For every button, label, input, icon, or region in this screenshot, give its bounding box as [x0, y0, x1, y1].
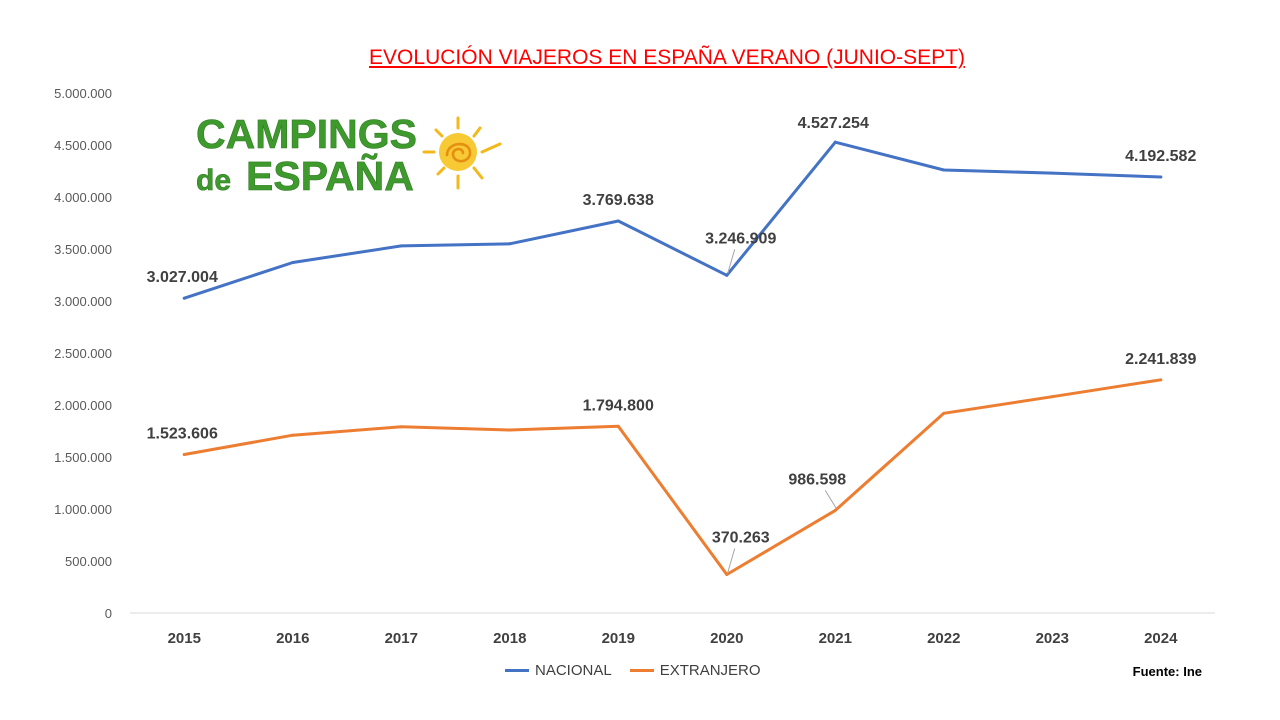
data-label-layer: 3.027.004 3.769.638 3.246.909 4.527.254 4.19…	[147, 115, 1196, 573]
data-point-nacional	[725, 273, 729, 277]
data-point-extranjero	[616, 424, 620, 428]
source-note: Fuente: Ine	[1132, 664, 1202, 679]
y-tick-label: 3.500.000	[54, 242, 112, 257]
x-tick-label: 2015	[168, 630, 201, 647]
data-label-extranjero: 986.598	[788, 471, 846, 488]
x-tick-label: 2023	[1036, 630, 1069, 647]
data-point-extranjero	[833, 508, 837, 512]
chart-title: EVOLUCIÓN VIAJEROS EN ESPAÑA VERANO (JUN…	[369, 46, 965, 69]
data-label-nacional: 3.027.004	[147, 269, 218, 286]
data-label-nacional: 3.246.909	[705, 230, 776, 247]
campings-de-espana-logo: CAMPINGS de ESPAÑA	[196, 111, 502, 199]
data-point-nacional	[291, 261, 295, 265]
legend-swatch-extranjero	[629, 669, 654, 672]
data-label-nacional: 3.769.638	[583, 192, 654, 209]
sun-icon	[422, 116, 502, 190]
data-point-nacional	[182, 296, 186, 300]
data-point-extranjero	[725, 572, 729, 576]
data-point-nacional	[508, 242, 512, 246]
data-label-nacional: 4.527.254	[798, 115, 869, 132]
series-layer	[182, 140, 1163, 576]
data-point-extranjero	[942, 411, 946, 415]
x-tick-label: 2020	[710, 630, 743, 647]
data-point-nacional	[942, 168, 946, 172]
data-point-extranjero	[1050, 395, 1054, 399]
logo-text-line2-espana: ESPAÑA	[246, 153, 414, 199]
y-tick-label: 3.000.000	[54, 294, 112, 309]
data-point-nacional	[616, 219, 620, 223]
data-label-extranjero: 370.263	[712, 529, 770, 546]
data-point-extranjero	[182, 453, 186, 457]
logo-text-line2-de: de	[196, 164, 231, 197]
legend: NACIONAL EXTRANJERO	[505, 662, 761, 679]
data-point-extranjero	[508, 428, 512, 432]
x-tick-label: 2017	[385, 630, 418, 647]
data-point-nacional	[1050, 171, 1054, 175]
x-tick-label: 2019	[602, 630, 635, 647]
y-tick-label: 5.000.000	[54, 86, 112, 101]
label-leader-line	[727, 548, 736, 573]
legend-label-extranjero: EXTRANJERO	[659, 662, 761, 679]
y-axis: 0 500.000 1.000.000 1.500.000 2.000.000 2.500…	[54, 86, 112, 621]
data-point-extranjero	[1159, 378, 1163, 382]
data-point-nacional	[833, 140, 837, 144]
label-leader-line	[824, 490, 837, 509]
data-label-extranjero: 2.241.839	[1125, 351, 1196, 368]
y-tick-label: 0	[105, 606, 112, 621]
legend-label-nacional: NACIONAL	[535, 662, 612, 679]
data-point-extranjero	[399, 425, 403, 429]
y-tick-label: 2.500.000	[54, 346, 112, 361]
x-tick-label: 2016	[276, 630, 309, 647]
x-tick-label: 2021	[819, 630, 852, 647]
y-tick-label: 4.500.000	[54, 138, 112, 153]
legend-item-extranjero: EXTRANJERO	[629, 662, 761, 679]
legend-item-nacional: NACIONAL	[505, 662, 612, 679]
y-tick-label: 1.000.000	[54, 502, 112, 517]
data-point-nacional	[1159, 175, 1163, 179]
label-leader-line	[727, 249, 736, 274]
y-tick-label: 2.000.000	[54, 398, 112, 413]
data-point-extranjero	[291, 433, 295, 437]
y-tick-label: 1.500.000	[54, 450, 112, 465]
legend-swatch-nacional	[505, 669, 529, 672]
data-label-extranjero: 1.523.606	[147, 426, 218, 443]
y-tick-label: 500.000	[65, 554, 112, 569]
x-tick-label: 2024	[1144, 630, 1178, 647]
data-point-nacional	[399, 244, 403, 248]
data-label-extranjero: 1.794.800	[583, 397, 654, 414]
series-line-nacional	[182, 140, 1163, 300]
y-tick-label: 4.000.000	[54, 190, 112, 205]
x-axis: 2015 2016 2017 2018 2019 2020 2021 2022 2023 2024	[168, 630, 1179, 647]
x-tick-label: 2018	[493, 630, 526, 647]
series-line-extranjero	[182, 378, 1163, 576]
data-label-nacional: 4.192.582	[1125, 148, 1196, 165]
x-tick-label: 2022	[927, 630, 960, 647]
logo-text-line1: CAMPINGS	[196, 111, 417, 157]
